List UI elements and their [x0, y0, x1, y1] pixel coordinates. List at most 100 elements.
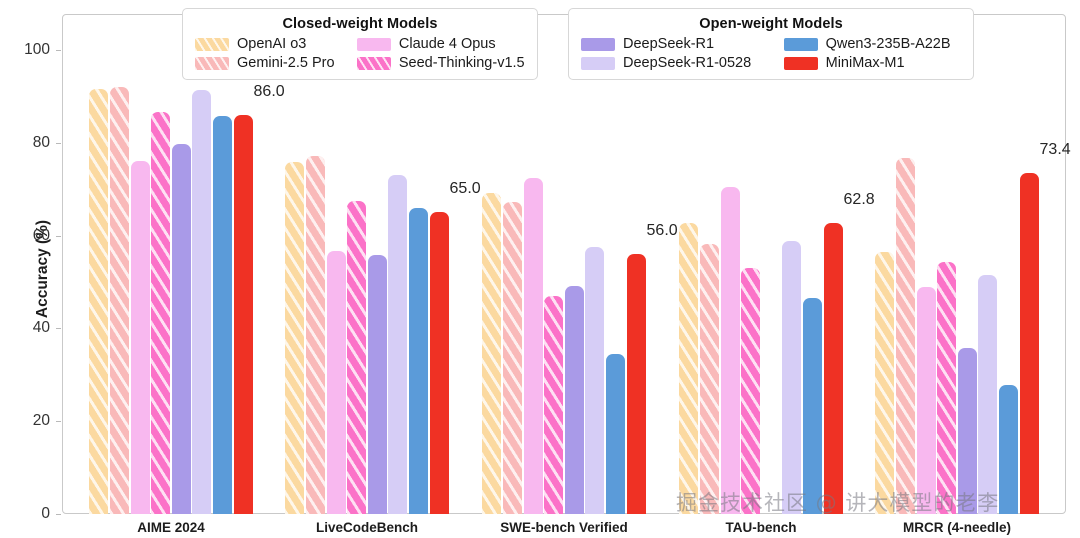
y-tick-label: 100	[24, 41, 50, 58]
bar	[523, 177, 543, 514]
y-tick-mark	[56, 328, 61, 330]
bar	[999, 385, 1018, 514]
legend-closed-weight-models: Closed-weight Models OpenAI o3 Claude 4 Op…	[182, 8, 538, 80]
bar	[803, 298, 822, 514]
bar-hatch-pattern	[306, 156, 325, 514]
y-tick-label: 60	[32, 226, 50, 244]
legend-item-label: Gemini-2.5 Pro	[237, 55, 335, 71]
bar-hatch-pattern	[347, 200, 367, 514]
legend-item[interactable]: Claude 4 Opus	[356, 36, 525, 52]
bar-value-label: 65.0	[449, 180, 481, 198]
bar	[720, 186, 740, 514]
legend-title: Open-weight Models	[699, 16, 843, 32]
bar	[679, 222, 699, 514]
bar-hatch-pattern	[875, 251, 895, 514]
y-tick-label: 80	[32, 133, 50, 151]
bar	[213, 116, 232, 514]
bar-hatch-pattern	[482, 193, 502, 514]
legend-swatch-icon	[356, 56, 391, 70]
bar	[1019, 173, 1039, 514]
legend-item[interactable]: Qwen3-235B-A22B	[783, 36, 961, 52]
bar	[916, 287, 936, 514]
legend-item-label: MiniMax-M1	[825, 55, 905, 71]
legend-swatch-icon	[783, 37, 818, 51]
x-tick-label: TAU-bench	[725, 520, 797, 535]
legend-swatch-icon	[581, 56, 615, 70]
bar	[957, 347, 977, 514]
legend-item[interactable]: MiniMax-M1	[783, 55, 961, 71]
legend-item[interactable]: OpenAI o3	[195, 36, 335, 52]
bar-hatch-pattern	[741, 268, 761, 514]
bar-hatch-pattern	[937, 262, 957, 514]
bar	[875, 251, 895, 514]
bar	[429, 212, 449, 514]
legend-item[interactable]: DeepSeek-R1-0528	[581, 55, 762, 71]
bar	[233, 114, 253, 514]
legend-swatch-hatch-pattern	[195, 56, 229, 70]
y-tick-mark	[56, 50, 61, 51]
legend-swatch-icon	[581, 37, 615, 51]
bar-hatch-pattern	[700, 243, 719, 514]
bar	[285, 162, 305, 514]
bar-hatch-pattern	[544, 295, 564, 514]
bar-value-label: 56.0	[646, 222, 678, 240]
bar-hatch-pattern	[896, 157, 915, 514]
x-tick-label: AIME 2024	[137, 520, 205, 535]
bar-hatch-pattern	[285, 162, 305, 514]
legend-swatch-hatch-pattern	[195, 37, 229, 51]
bar	[544, 295, 564, 514]
legend-title: Closed-weight Models	[282, 16, 438, 32]
bar	[564, 285, 584, 514]
bar	[741, 268, 761, 514]
legend-item-label: Claude 4 Opus	[398, 36, 496, 52]
legend-item-label: Seed-Thinking-v1.5	[398, 55, 525, 71]
bar	[482, 193, 502, 514]
legend-items: OpenAI o3 Claude 4 Opus Gemini-2.5 Pro Seed…	[195, 36, 525, 71]
y-tick-label: 20	[32, 412, 50, 430]
legend-items: DeepSeek-R1 Qwen3-235B-A22B DeepSeek-R1-05…	[581, 36, 961, 71]
bar	[823, 222, 843, 514]
legend-open-weight-models: Open-weight Models DeepSeek-R1 Qwen3-235B-…	[568, 8, 974, 80]
bar	[782, 240, 802, 514]
legend-swatch-hatch-pattern	[356, 56, 391, 70]
bar	[409, 208, 428, 514]
bar	[326, 251, 346, 514]
y-tick-mark	[56, 421, 61, 423]
legend-item[interactable]: DeepSeek-R1	[581, 36, 762, 52]
bar	[171, 143, 191, 514]
legend-item[interactable]: Seed-Thinking-v1.5	[356, 55, 525, 71]
x-tick-label: LiveCodeBench	[315, 520, 419, 535]
bar-hatch-pattern	[110, 87, 129, 514]
legend-swatch-icon	[195, 56, 229, 70]
bar-value-label: 62.8	[843, 190, 875, 208]
y-tick-mark	[56, 514, 61, 515]
bar-value-label: 73.4	[1039, 141, 1071, 159]
bar	[606, 354, 625, 514]
legend-swatch-icon	[356, 37, 391, 51]
bar	[503, 202, 522, 514]
legend-item[interactable]: Gemini-2.5 Pro	[195, 55, 335, 71]
legend-swatch-icon	[195, 37, 229, 51]
x-tick-label: MRCR (4-needle)	[902, 520, 1012, 535]
bar-hatch-pattern	[503, 202, 522, 514]
y-tick-label: 40	[32, 319, 50, 337]
y-tick-label: 0	[41, 505, 50, 522]
bar	[347, 200, 367, 514]
legend-item-label: DeepSeek-R1-0528	[623, 55, 752, 71]
bar	[89, 88, 109, 514]
legend-item-label: Qwen3-235B-A22B	[825, 36, 951, 52]
bar-hatch-pattern	[151, 111, 171, 514]
bar	[130, 161, 150, 514]
bar	[896, 157, 915, 514]
bar	[700, 243, 719, 514]
bar	[306, 156, 325, 514]
bar	[937, 262, 957, 514]
legend-item-label: DeepSeek-R1	[623, 36, 715, 52]
legend-item-label: OpenAI o3	[237, 36, 307, 52]
bar	[192, 89, 212, 514]
bar-value-label: 86.0	[253, 82, 285, 100]
x-tick-label: SWE-bench Verified	[500, 520, 628, 535]
